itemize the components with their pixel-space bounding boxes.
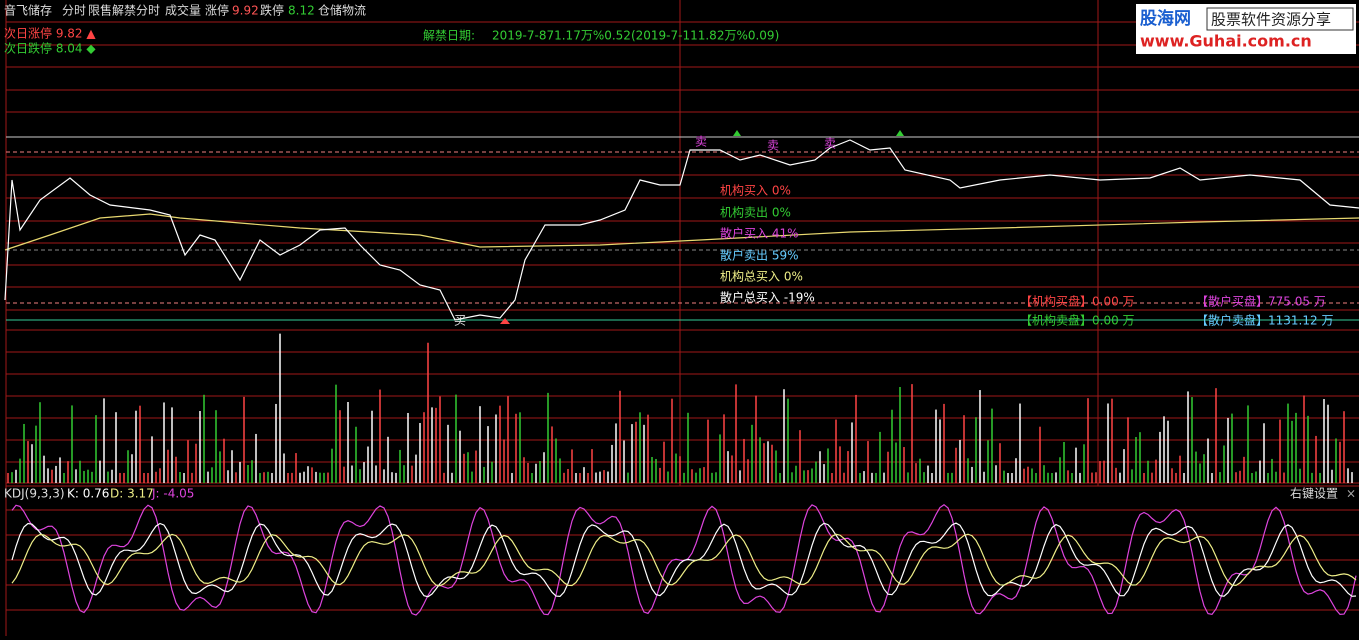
kdj-line [11, 522, 1357, 598]
next-day-down: 次日跌停 8.04 ◆ [4, 41, 96, 56]
volume-bars [7, 333, 1353, 483]
inst-sell: 【机构卖盘】0.00 万 [1020, 313, 1135, 328]
price-line [4, 139, 1359, 321]
buy-signal: 买 [454, 314, 466, 328]
kdj-k: K: 0.76 [67, 487, 109, 501]
sell-signal: 卖 [824, 137, 836, 151]
retail-sell: 【散户卖盘】1131.12 万 [1196, 313, 1333, 328]
unlock-text: 2019-7-871.17万%0.52(2019-7-111.82万%0.09) [492, 29, 779, 43]
volume-label: 成交量 [165, 3, 201, 18]
kdj-j: J: -4.05 [151, 487, 194, 501]
stock-name: 音飞储存 [4, 3, 52, 18]
next-day-up: 次日涨停 9.82 ▲ [4, 26, 96, 41]
kdj-line [11, 533, 1357, 587]
logo-slogan: 股票软件资源分享 [1211, 11, 1331, 29]
logo-slogan-box [1206, 7, 1354, 31]
stat: 散户卖出 59% [720, 248, 799, 263]
sell-signal: 卖 [767, 139, 779, 153]
unlock-label: 解禁日期: [423, 29, 475, 43]
sell-signal: 卖 [695, 135, 707, 149]
close[interactable]: × [1346, 487, 1356, 501]
inst-buy: 【机构买盘】0.00 万 [1020, 294, 1135, 309]
down-arrow [733, 130, 741, 136]
logo-name: 股海网 [1140, 8, 1191, 29]
stat: 散户买入 41% [720, 226, 799, 241]
avg-price-line [4, 213, 1359, 251]
stat: 散户总买入 -19% [720, 290, 815, 305]
limit-down-label: 跌停 [260, 3, 284, 18]
logo-url: www.Guhai.com.cn [1140, 32, 1312, 51]
logo-box [1136, 4, 1356, 54]
up-arrow [500, 318, 510, 324]
down-arrow [896, 130, 904, 136]
kdj-lines [11, 503, 1357, 616]
stat: 机构卖出 0% [720, 205, 791, 220]
period[interactable]: 分时 [62, 4, 86, 18]
indicator[interactable]: 限售解禁分时 [88, 3, 160, 18]
sector: 仓储物流 [318, 3, 366, 18]
limit-down: 8.12 [288, 4, 315, 18]
limit-up-label: 涨停 [205, 3, 229, 18]
retail-buy: 【散户买盘】775.05 万 [1196, 294, 1326, 309]
limit-up: 9.92 [232, 4, 259, 18]
stat: 机构总买入 0% [720, 269, 803, 284]
kdj-name: KDJ(9,3,3) [4, 487, 65, 501]
kdj-d: D: 3.17 [110, 487, 154, 501]
settings[interactable]: 右键设置 [1290, 486, 1338, 501]
stat: 机构买入 0% [720, 183, 791, 198]
